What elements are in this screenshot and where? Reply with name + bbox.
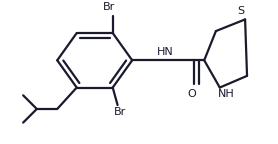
Text: S: S — [238, 5, 245, 16]
Text: O: O — [187, 89, 196, 100]
Text: NH: NH — [218, 89, 235, 98]
Text: Br: Br — [103, 2, 115, 12]
Text: Br: Br — [114, 107, 126, 117]
Text: HN: HN — [157, 47, 173, 57]
